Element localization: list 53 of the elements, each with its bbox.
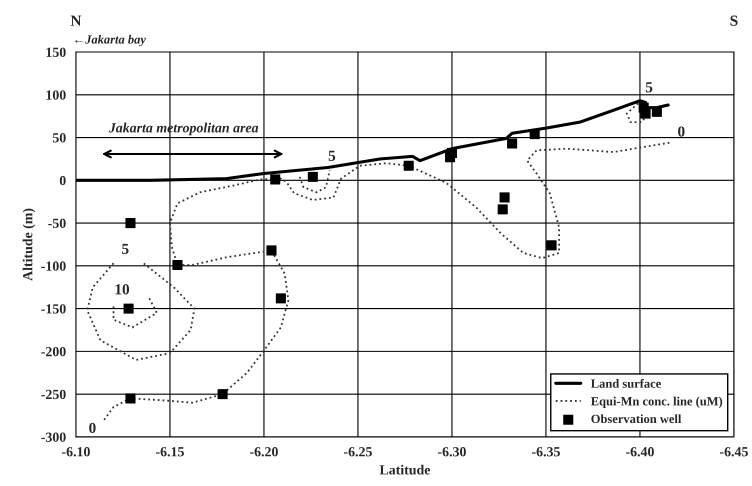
legend-label: Equi-Mn conc. line (uM) xyxy=(590,396,722,408)
x-tick-label: -6.10 xyxy=(62,447,90,456)
point xyxy=(498,204,508,214)
point xyxy=(652,106,662,117)
point xyxy=(404,160,414,171)
x-tick-label: -6.15 xyxy=(156,447,184,456)
y-tick-label: 50 xyxy=(52,133,66,142)
x-axis-title: Latitude xyxy=(380,464,430,475)
y-tick-label: -250 xyxy=(41,390,66,400)
x-tick-label: -6.40 xyxy=(626,447,654,456)
line-series xyxy=(298,169,331,194)
y-axis-title: Altitude (m) xyxy=(22,208,36,281)
x-tick-label: -6.30 xyxy=(438,447,466,456)
y-tick-label: -50 xyxy=(48,218,66,228)
x-tick-label: -6.25 xyxy=(344,447,372,456)
x-tick-label: -6.35 xyxy=(532,447,560,456)
point xyxy=(125,218,136,228)
y-tick-label: -200 xyxy=(41,346,66,356)
y-tick-label: -150 xyxy=(41,304,66,314)
point xyxy=(446,148,457,158)
point xyxy=(546,240,557,250)
point xyxy=(530,129,540,140)
point xyxy=(507,138,518,149)
point xyxy=(124,304,134,314)
y-tick-label: 150 xyxy=(46,48,66,57)
point xyxy=(266,245,277,256)
text: S xyxy=(730,16,738,26)
x-tick-label: -6.45 xyxy=(720,447,748,456)
legend-label: Observation well xyxy=(591,414,682,424)
point xyxy=(172,260,183,270)
point xyxy=(500,192,510,202)
annotation: 0 xyxy=(678,126,685,137)
y-tick-label: -300 xyxy=(41,432,66,442)
point xyxy=(308,172,318,182)
annotation: 5 xyxy=(328,150,336,161)
point xyxy=(640,108,651,119)
text: N xyxy=(70,16,82,26)
annotation: 10 xyxy=(116,284,130,294)
y-tick-label: 0 xyxy=(60,176,66,186)
annotation: 5 xyxy=(122,244,129,254)
line-series xyxy=(112,297,158,328)
line-series xyxy=(86,262,196,361)
annotation: 5 xyxy=(646,82,652,92)
x-tick-label: -6.20 xyxy=(250,447,278,456)
point xyxy=(218,389,228,400)
point xyxy=(125,393,136,404)
point xyxy=(270,174,280,184)
legend-label: Land surface xyxy=(590,378,661,388)
point xyxy=(276,293,286,304)
annotation: 0 xyxy=(89,422,96,434)
y-tick-label: -100 xyxy=(41,261,66,271)
text: ←Jakarta bay xyxy=(75,34,146,46)
y-tick-label: 100 xyxy=(46,90,66,100)
